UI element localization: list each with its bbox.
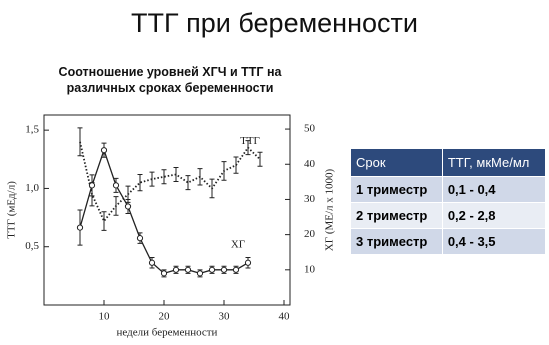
point — [184, 266, 192, 273]
table-row: 2 триместр 0,2 - 2,8 — [350, 202, 547, 229]
table: Срок ТТГ, мкМе/мл 1 триместр 0,1 - 0,4 2 т… — [350, 148, 547, 255]
error-bar — [101, 211, 107, 231]
chart: 0,5 1,0 1,5 10 20 30 40 50 10 20 30 40 недели береме… — [6, 114, 336, 339]
point — [196, 270, 204, 277]
cell: 0,4 - 3,5 — [441, 228, 547, 255]
y-tick-label: 0,5 — [25, 240, 39, 252]
error-bar — [233, 156, 239, 174]
y-axis-label: ТТГ (мЕд/л) — [6, 181, 18, 239]
point — [112, 182, 120, 189]
point — [124, 203, 132, 210]
error-bar — [257, 151, 263, 167]
point — [160, 270, 168, 277]
point — [136, 235, 144, 242]
y2-tick-label: 50 — [304, 123, 316, 135]
y-tick-label: 1,5 — [25, 124, 39, 136]
error-bar — [149, 171, 155, 187]
point — [208, 266, 216, 273]
x-tick-label: 30 — [219, 311, 231, 323]
y2-tick-label: 10 — [304, 263, 316, 275]
point — [148, 259, 156, 266]
error-bar — [221, 161, 227, 181]
header-cell: Срок — [350, 148, 443, 177]
table-row: 3 триместр 0,4 - 3,5 — [350, 228, 547, 255]
error-bar — [161, 169, 167, 185]
x-tick-label: 40 — [279, 311, 291, 323]
series-label: ТТГ — [240, 135, 260, 147]
point — [172, 266, 180, 273]
x-tick-label: 10 — [99, 311, 111, 323]
x-axis-label: недели беременности — [117, 327, 218, 339]
y2-tick-label: 20 — [304, 228, 316, 240]
error-bar — [209, 178, 215, 199]
plot-frame — [43, 114, 291, 306]
table-header: Срок ТТГ, мкМе/мл — [350, 148, 547, 177]
slide-title: ТТГ при беременности — [131, 8, 418, 38]
point — [76, 224, 84, 231]
error-bar — [197, 168, 203, 186]
error-bar — [137, 173, 143, 192]
cell: 1 триместр — [350, 176, 443, 203]
point — [88, 182, 96, 189]
y-tick-label: 1,0 — [25, 182, 39, 194]
cell: 2 триместр — [350, 202, 443, 229]
point — [244, 259, 252, 266]
point — [232, 266, 240, 273]
y2-axis-label: ХГ (МЕ/л x 1000) — [324, 168, 336, 251]
y2-tick-label: 40 — [304, 158, 316, 170]
error-bar — [185, 175, 191, 191]
cell: 0,2 - 2,8 — [441, 202, 547, 229]
error-bar — [173, 166, 179, 182]
error-bar — [113, 196, 119, 216]
y2-tick-label: 30 — [304, 193, 316, 205]
cell: 3 триместр — [350, 228, 443, 255]
series-line — [79, 141, 261, 223]
header-cell: ТТГ, мкМе/мл — [441, 148, 547, 177]
point — [100, 147, 108, 154]
error-bar — [245, 140, 251, 156]
x-tick-label: 20 — [159, 311, 171, 323]
table-row: 1 триместр 0,1 - 0,4 — [350, 176, 547, 203]
cell: 0,1 - 0,4 — [441, 176, 547, 203]
error-bar — [77, 127, 83, 157]
series-label: ХГ — [231, 238, 245, 250]
chart-title: Соотношение уровней ХГЧ и ТТГ на различн… — [58, 65, 282, 95]
point — [220, 266, 228, 273]
